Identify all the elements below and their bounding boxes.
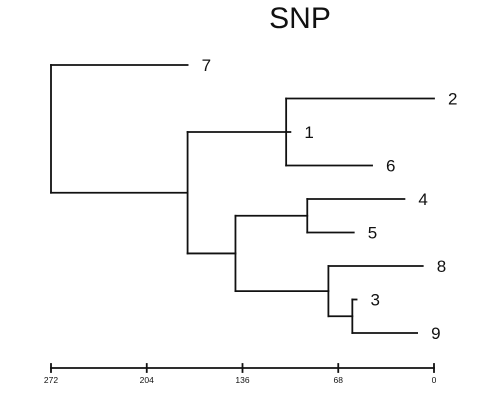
- leaf-label-7: 7: [202, 56, 211, 75]
- axis-tick-label-0: 0: [432, 375, 437, 385]
- axis-tick-label-68: 68: [334, 375, 344, 385]
- leaf-label-3: 3: [371, 291, 380, 310]
- axis-tick-label-136: 136: [235, 375, 249, 385]
- leaf-label-2: 2: [448, 90, 457, 109]
- height-axis: 272 204 136 68 0: [44, 363, 437, 385]
- leaf-label-9: 9: [431, 324, 440, 343]
- leaf-label-5: 5: [368, 224, 377, 243]
- leaf-labels: 7 2 1 6 4 5 8 3 9: [202, 56, 458, 343]
- leaf-label-4: 4: [418, 190, 427, 209]
- leaf-label-1: 1: [304, 123, 313, 142]
- tree-branches: [50, 64, 435, 334]
- leaf-label-6: 6: [386, 157, 395, 176]
- axis-tick-label-272: 272: [44, 375, 58, 385]
- leaf-label-8: 8: [437, 257, 446, 276]
- axis-tick-label-204: 204: [140, 375, 154, 385]
- chart-title: SNP: [269, 2, 331, 35]
